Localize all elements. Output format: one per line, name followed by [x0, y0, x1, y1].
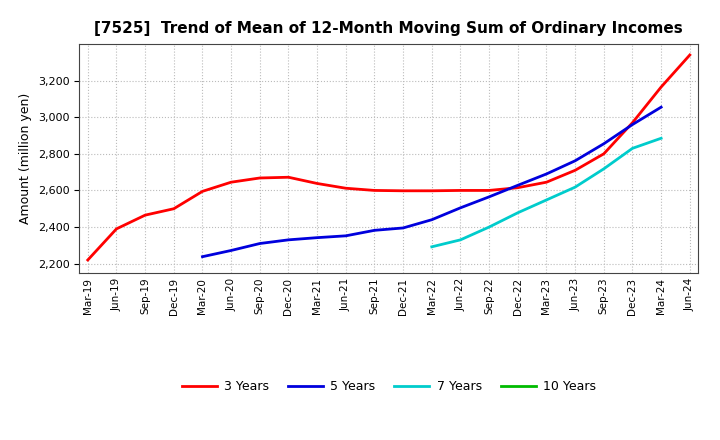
- 3 Years: [428, 188, 436, 194]
- 3 Years: [112, 226, 121, 231]
- 3 Years: [341, 186, 350, 191]
- 7 Years: [600, 166, 608, 172]
- 5 Years: [284, 237, 293, 242]
- 3 Years: [256, 176, 264, 181]
- 3 Years: [600, 151, 608, 157]
- 3 Years: [628, 120, 636, 125]
- Title: [7525]  Trend of Mean of 12-Month Moving Sum of Ordinary Incomes: [7525] Trend of Mean of 12-Month Moving …: [94, 21, 683, 36]
- 5 Years: [542, 171, 551, 176]
- 7 Years: [657, 136, 665, 141]
- 3 Years: [399, 188, 408, 194]
- 5 Years: [513, 183, 522, 188]
- 5 Years: [370, 227, 379, 233]
- 3 Years: [456, 188, 465, 193]
- 5 Years: [227, 248, 235, 253]
- 5 Years: [256, 241, 264, 246]
- 3 Years: [485, 188, 493, 193]
- 3 Years: [227, 180, 235, 185]
- Line: 5 Years: 5 Years: [202, 107, 661, 257]
- 5 Years: [312, 235, 321, 240]
- 5 Years: [657, 105, 665, 110]
- 3 Years: [657, 84, 665, 90]
- 5 Years: [456, 205, 465, 210]
- Y-axis label: Amount (million yen): Amount (million yen): [19, 93, 32, 224]
- 5 Years: [485, 194, 493, 199]
- 7 Years: [513, 210, 522, 216]
- 7 Years: [571, 184, 580, 190]
- 3 Years: [169, 206, 178, 211]
- Line: 3 Years: 3 Years: [88, 55, 690, 260]
- 5 Years: [341, 233, 350, 238]
- Line: 7 Years: 7 Years: [432, 138, 661, 247]
- 3 Years: [141, 213, 150, 218]
- 3 Years: [84, 257, 92, 263]
- 3 Years: [513, 185, 522, 191]
- 5 Years: [628, 122, 636, 127]
- 5 Years: [399, 225, 408, 231]
- 3 Years: [312, 181, 321, 186]
- 3 Years: [571, 168, 580, 173]
- 3 Years: [284, 175, 293, 180]
- 7 Years: [456, 237, 465, 242]
- 5 Years: [571, 158, 580, 163]
- 3 Years: [685, 52, 694, 58]
- 3 Years: [542, 180, 551, 185]
- 7 Years: [485, 224, 493, 230]
- 7 Years: [428, 244, 436, 249]
- 5 Years: [198, 254, 207, 259]
- 5 Years: [428, 217, 436, 222]
- 5 Years: [600, 141, 608, 147]
- 3 Years: [198, 189, 207, 194]
- Legend: 3 Years, 5 Years, 7 Years, 10 Years: 3 Years, 5 Years, 7 Years, 10 Years: [176, 375, 601, 398]
- 7 Years: [542, 197, 551, 202]
- 7 Years: [628, 146, 636, 151]
- 3 Years: [370, 188, 379, 193]
